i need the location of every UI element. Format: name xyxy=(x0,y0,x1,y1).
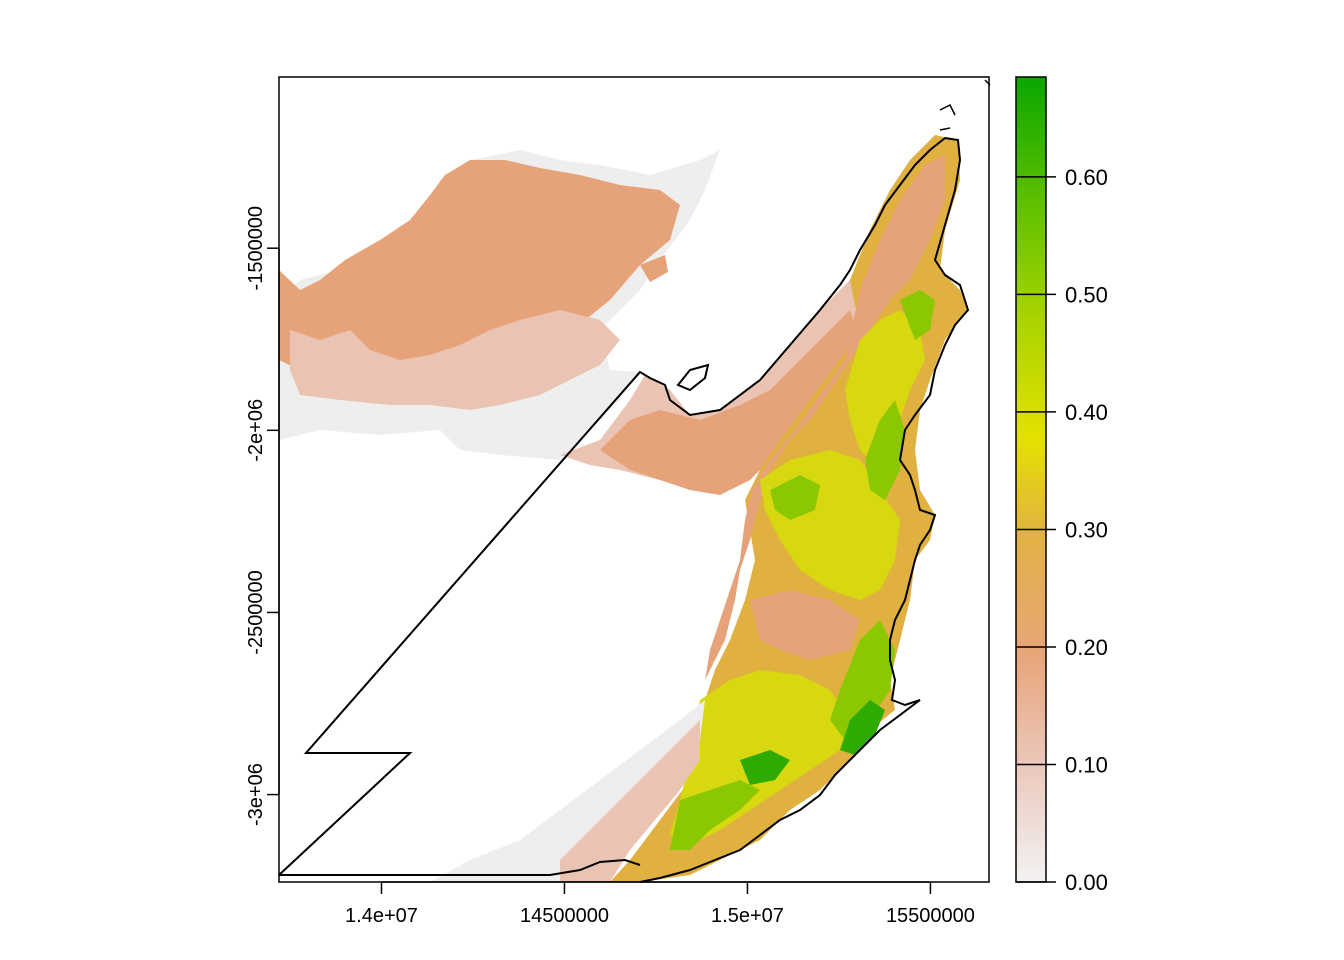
raster-region-coast-orange2 xyxy=(750,590,860,660)
raster-region-north-orange xyxy=(279,160,680,385)
y-tick-label: -3e+06 xyxy=(245,763,267,826)
x-tick-label: 1.4e+07 xyxy=(345,905,418,927)
raster-region-coast-orange xyxy=(705,155,945,680)
raster-region-north-pink xyxy=(290,310,620,410)
raster-region-north-blotch xyxy=(640,255,668,282)
x-axis: 1.4e+07 14500000 1.5e+07 15500000 xyxy=(345,881,975,927)
y-tick-label: -2500000 xyxy=(245,570,267,655)
legend-tick-label: 0.60 xyxy=(1065,165,1108,190)
legend-tick-label: 0.30 xyxy=(1065,517,1108,542)
raster-region-green-1 xyxy=(865,400,905,500)
island-outline xyxy=(676,363,710,392)
x-tick-label: 14500000 xyxy=(520,905,609,927)
legend: 0.60 0.50 0.40 0.30 0.20 0.10 0.00 xyxy=(1015,76,1108,895)
x-tick-label: 1.5e+07 xyxy=(711,905,784,927)
raster-region-south-pink xyxy=(560,720,700,882)
legend-tick-label: 0.50 xyxy=(1065,282,1108,307)
raster-region-green-5 xyxy=(670,780,760,850)
legend-tick-label: 0.10 xyxy=(1065,752,1108,777)
raster-region-green-3 xyxy=(830,620,895,740)
boundary-outline xyxy=(278,136,970,883)
legend-tick-label: 0.40 xyxy=(1065,400,1108,425)
raster-region-green-2 xyxy=(770,475,820,520)
coast-inlet xyxy=(939,79,991,131)
raster-region-corridor-orange xyxy=(600,310,860,495)
legend-tick-label: 0.20 xyxy=(1065,635,1108,660)
boundary-south xyxy=(279,858,641,876)
y-axis: -1500000 -2e+06 -2500000 -3e+06 xyxy=(245,206,280,826)
raster-region-green-6 xyxy=(740,750,790,785)
legend-colorbar xyxy=(1015,76,1047,883)
raster-region-green-7 xyxy=(900,290,935,340)
legend-tick-label: 0.00 xyxy=(1065,870,1108,895)
y-tick-label: -2e+06 xyxy=(245,399,267,462)
raster-layer xyxy=(279,135,968,882)
y-tick-label: -1500000 xyxy=(245,206,267,291)
raster-region-green-4 xyxy=(840,700,885,755)
raster-region-yellow-1 xyxy=(845,310,925,470)
x-tick-label: 15500000 xyxy=(886,905,975,927)
